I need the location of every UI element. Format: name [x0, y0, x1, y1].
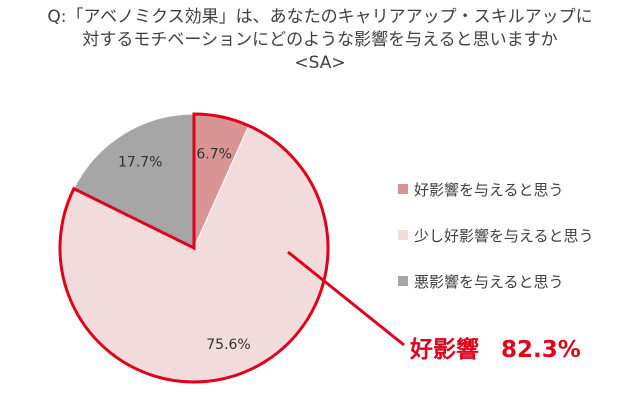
slice-value-label-1: 6.7%	[196, 147, 232, 163]
legend-item-2: 少し好影響を与えると思う	[398, 224, 594, 246]
title-line-2: 対するモチベーションにどのような影響を与えると思いますか	[82, 30, 558, 50]
slice-value-label-2: 75.6%	[206, 337, 250, 353]
legend-swatch	[398, 230, 408, 240]
chart-title: Q:「アベノミクス効果」は、あなたのキャリアアップ・スキルアップに 対するモチベ…	[0, 6, 640, 75]
title-line-1: Q:「アベノミクス効果」は、あなたのキャリアアップ・スキルアップに	[47, 7, 593, 27]
legend-item-1: 好影響を与えると思う	[398, 178, 594, 200]
highlight-callout: 好影響 82.3%	[410, 330, 581, 364]
pie-slice-3	[73, 113, 195, 249]
highlight-outline	[58, 112, 330, 384]
legend-label: 少し好影響を与えると思う	[414, 226, 594, 245]
legend-item-3: 悪影響を与えると思う	[398, 270, 594, 292]
legend-swatch	[398, 184, 408, 194]
callout-connector-line	[287, 250, 405, 347]
chart-legend: 好影響を与えると思う少し好影響を与えると思う 悪影響を与えると思う	[398, 178, 594, 316]
callout-value: 82.3%	[501, 337, 581, 363]
legend-swatch	[398, 276, 408, 286]
callout-label: 好影響	[410, 337, 479, 363]
slice-value-label-3: 17.7%	[118, 155, 162, 171]
title-line-3: <SA>	[294, 53, 346, 73]
legend-label: 悪影響を与えると思う	[414, 272, 564, 291]
legend-label: 好影響を与えると思う	[414, 180, 564, 199]
